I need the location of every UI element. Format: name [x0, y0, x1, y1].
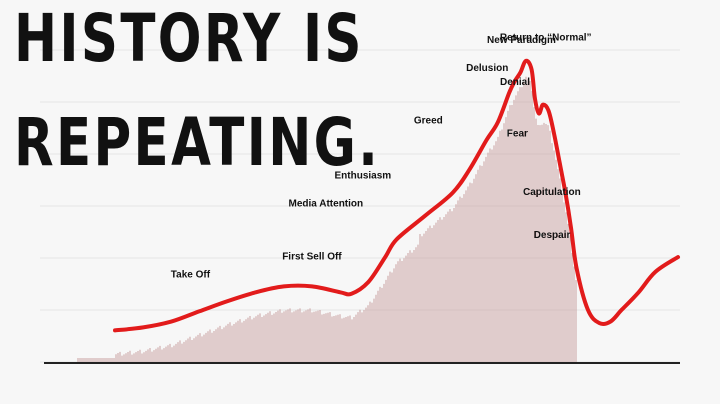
- phase-label: Greed: [414, 116, 443, 127]
- phase-label: Take Off: [171, 269, 211, 280]
- phase-label: Delusion: [466, 63, 508, 74]
- phase-label: Capitulation: [523, 187, 581, 198]
- phase-label: Fear: [507, 128, 528, 139]
- cycle-curve: [113, 58, 680, 333]
- headline-line-2: REPEATING.: [14, 104, 381, 181]
- phase-label: New Paradigm: [487, 35, 556, 46]
- phase-label: Enthusiasm: [335, 170, 392, 181]
- phase-label: Despair: [534, 230, 571, 241]
- phase-label: First Sell Off: [282, 251, 342, 262]
- headline-line-1: HISTORY IS: [14, 0, 364, 77]
- phase-label: Denial: [500, 77, 530, 88]
- cycle-curve-line: [113, 58, 680, 333]
- gridlines: [40, 49, 680, 363]
- phase-label: Return to “Normal”: [500, 33, 592, 44]
- phase-label: Media Attention: [289, 199, 364, 210]
- volume-bars: [77, 76, 577, 362]
- phase-labels: Take Off First Sell Off Media Attention Ent…: [171, 33, 592, 281]
